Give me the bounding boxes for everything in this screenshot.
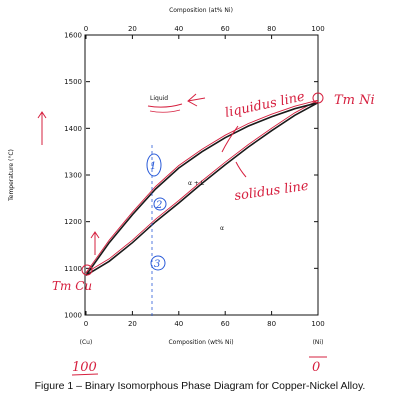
temp-up-arrow [37, 111, 47, 145]
phase-diagram: Composition (at% Ni) 0 20 40 60 80 100 0 20 40 6… [8, 7, 375, 376]
x-tick-label-bottom-4: 80 [267, 320, 276, 328]
figure-caption: Figure 1 – Binary Isomorphous Phase Diag… [34, 380, 366, 392]
point-marker-2: 2 [153, 197, 167, 211]
x-tick-label-top-0: 0 [84, 25, 88, 33]
x-tick-label-top-2: 40 [174, 25, 183, 33]
plot-frame [84, 34, 319, 316]
below-right-number: 0 [312, 360, 320, 375]
svg-text:3: 3 [154, 259, 160, 270]
point-marker-1: 1 [146, 153, 162, 177]
tm-ni-circle [312, 92, 324, 104]
y-tick-label-1: 1100 [64, 265, 82, 273]
solidus-arrow [235, 161, 247, 178]
liquidus-arrow [221, 125, 239, 153]
liquidus-curve [85, 101, 319, 276]
tm-cu-circle [81, 264, 93, 276]
end-label-cu: (Cu) [80, 339, 93, 346]
y-tick-label-3: 1300 [64, 172, 82, 180]
phase-curves [85, 101, 319, 276]
x-tick-label-bottom-1: 20 [128, 320, 137, 328]
tm-ni-note: Tm Ni [334, 93, 375, 108]
solidus-note: solidus line [233, 179, 309, 204]
x-tick-label-top-1: 20 [128, 25, 137, 33]
bottom-axis-ticks: 0 20 40 60 80 100 [84, 311, 325, 328]
liquid-underline-2 [149, 109, 181, 113]
y-tick-label-0: 1000 [64, 312, 82, 320]
annotation-curves [85, 99, 319, 274]
tm-cu-arrow-up [90, 231, 100, 255]
y-tick-label-5: 1500 [64, 78, 82, 86]
tm-cu-note: Tm Cu [52, 279, 92, 293]
svg-text:2: 2 [155, 200, 162, 211]
annotation-trace-0 [85, 99, 319, 274]
top-axis-ticks: 0 20 40 60 80 100 [84, 25, 325, 39]
region-solid: α [220, 225, 224, 232]
x-tick-label-bottom-3: 60 [221, 320, 230, 328]
below-left-number: 100 [72, 360, 97, 375]
x-axis-title: Composition (wt% Ni) [168, 339, 233, 346]
x-tick-label-top-5: 100 [311, 25, 324, 33]
point-marker-3: 3 [150, 255, 166, 271]
below-left-underline [71, 373, 99, 376]
y-tick-label-2: 1200 [64, 218, 82, 226]
left-axis-ticks: 1000 1100 1200 1300 1400 1500 1600 [64, 32, 318, 320]
x-tick-label-bottom-5: 100 [311, 320, 324, 328]
x-tick-label-top-3: 60 [221, 25, 230, 33]
liquid-arrow [187, 93, 206, 107]
x-tick-label-bottom-0: 0 [84, 320, 88, 328]
liquid-underline [147, 103, 183, 108]
top-axis-title: Composition (at% Ni) [169, 7, 233, 14]
svg-text:1: 1 [150, 161, 156, 172]
x-tick-label-bottom-2: 40 [174, 320, 183, 328]
end-label-ni: (Ni) [313, 339, 324, 346]
region-liquid: Liquid [150, 95, 168, 102]
x-tick-label-top-4: 80 [267, 25, 276, 33]
y-tick-label-4: 1400 [64, 125, 82, 133]
annotation-trace-1 [85, 99, 319, 274]
solidus-curve [85, 101, 319, 276]
y-axis-title: Temperature (°C) [8, 149, 15, 202]
y-tick-label-6: 1600 [64, 32, 82, 40]
region-two-phase: α + L [188, 180, 205, 187]
